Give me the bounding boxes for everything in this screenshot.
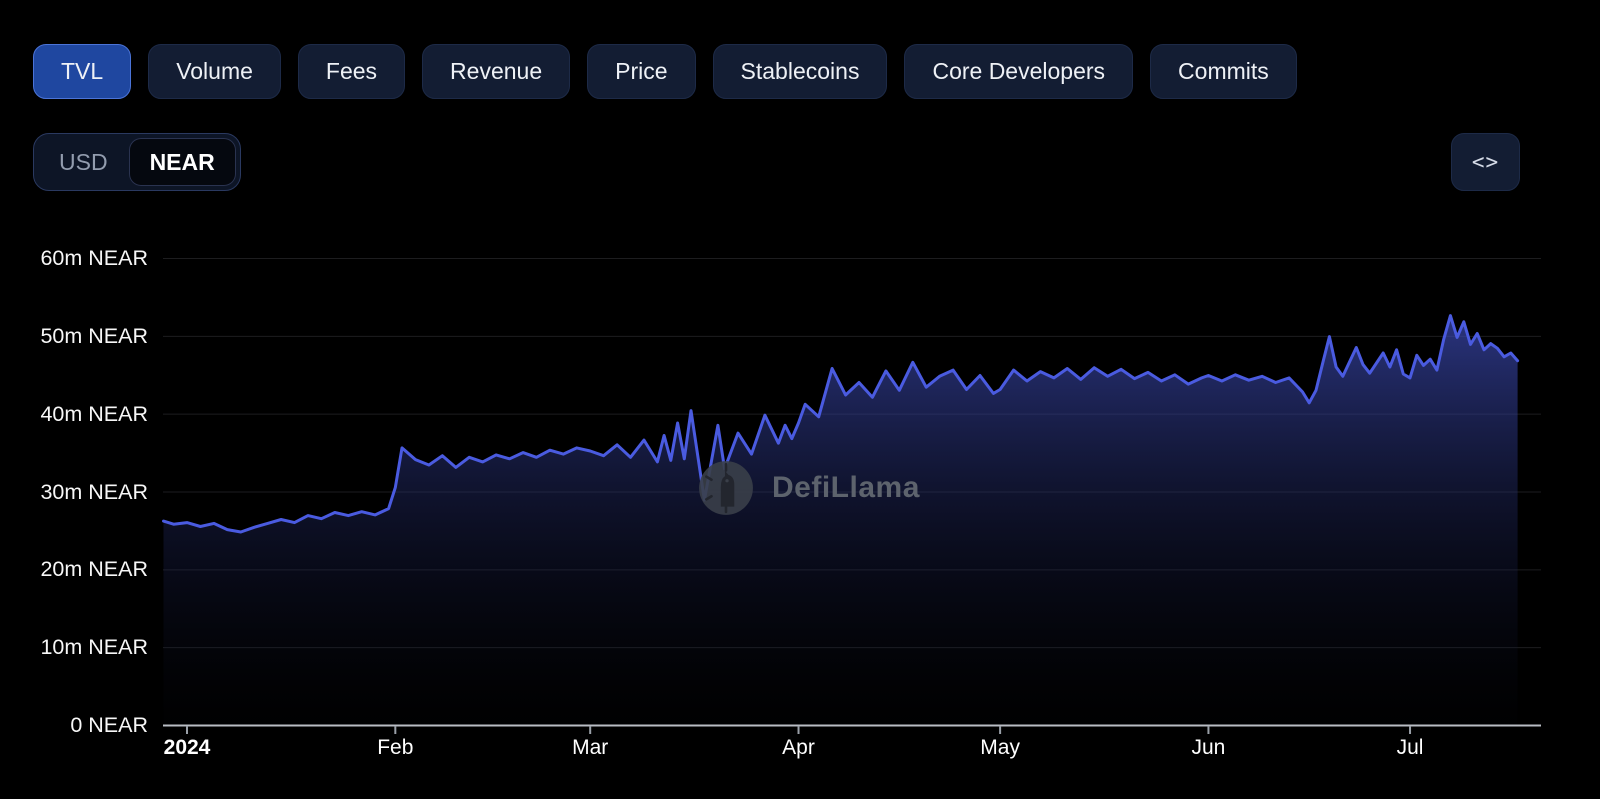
x-axis-label: May <box>980 736 1020 760</box>
y-axis-label: 0 NEAR <box>8 712 148 739</box>
y-axis-label: 60m NEAR <box>8 245 148 272</box>
y-axis-label: 50m NEAR <box>8 323 148 350</box>
app-root: TVLVolumeFeesRevenuePriceStablecoinsCore… <box>0 0 1600 799</box>
watermark-text: DefiLlama <box>772 471 920 505</box>
y-axis-label: 30m NEAR <box>8 479 148 506</box>
x-axis-label: Jun <box>1192 736 1226 760</box>
x-axis-label: 2024 <box>164 736 211 760</box>
x-axis-label: Apr <box>782 736 815 760</box>
y-axis-label: 40m NEAR <box>8 401 148 428</box>
chart-plot-area[interactable] <box>0 0 1600 799</box>
x-axis-label: Mar <box>572 736 608 760</box>
y-axis-label: 20m NEAR <box>8 556 148 583</box>
x-axis-label: Feb <box>377 736 413 760</box>
defillama-logo-icon <box>697 459 755 517</box>
x-axis-label: Jul <box>1397 736 1424 760</box>
y-axis-label: 10m NEAR <box>8 634 148 661</box>
defillama-watermark: DefiLlama <box>697 459 920 517</box>
